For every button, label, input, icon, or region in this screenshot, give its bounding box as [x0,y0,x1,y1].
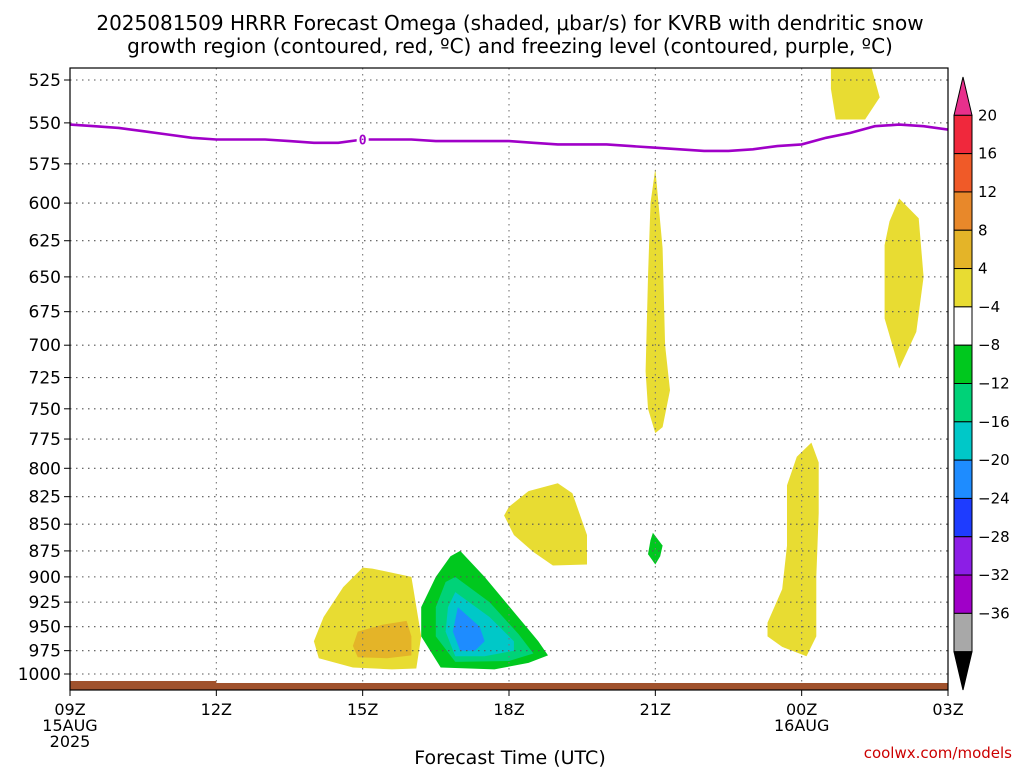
y-tick-label-550: 550 [29,114,61,134]
x-tick-label-12-0: 12Z [201,700,232,719]
colorbar-label-6: −8 [978,336,1000,354]
freezing-level-contour [69,123,949,153]
omega-region-pos4-0 [830,68,880,120]
y-tick-label-800: 800 [29,459,61,479]
colorbar-bin-14 [953,612,973,653]
x-tick-label-9-2: 2025 [50,732,91,751]
y-tick-label-525: 525 [29,71,61,91]
grid [70,68,948,690]
colorbar-label-1: 16 [978,145,997,163]
omega-region-pos8-6 [352,620,412,659]
x-tick-label-18-0: 18Z [493,700,524,719]
y-tick-label-675: 675 [29,303,61,323]
colorbar-bin-15 [953,651,973,691]
y-tick-label-625: 625 [29,232,61,252]
x-tick-label-21-0: 21Z [640,700,671,719]
colorbar-bin-10 [953,459,973,499]
colorbar-label-5: −4 [978,298,1000,316]
x-tick-label-9-1: 15AUG [42,716,97,735]
freezing-level-label-bg [356,131,369,148]
colorbar-label-12: −32 [978,566,1010,584]
colorbar-bin-2 [953,153,973,193]
omega-region-pos4-1 [884,198,924,369]
y-tick-label-975: 975 [29,642,61,662]
omega-region-neg16-11 [452,607,485,651]
y-tick-label-750: 750 [29,400,61,420]
y-tick-label-775: 775 [29,430,61,450]
colorbar-label-2: 12 [978,183,997,201]
colorbar-label-3: 8 [978,221,988,239]
colorbar-label-8: −16 [978,413,1010,431]
x-tick-label-9-0: 09Z [54,700,85,719]
colorbar-bin-12 [953,536,973,576]
colorbar-bin-6 [953,306,973,346]
colorbar-label-9: −20 [978,451,1010,469]
site-credit: coolwx.com/models [864,744,1012,762]
y-tick-label-600: 600 [29,194,61,214]
chart-title-line1: 2025081509 HRRR Forecast Omega (shaded, … [96,11,923,35]
colorbar-bin-7 [953,344,973,384]
plot-area: 0 525 550 575 600 625 650 675 700 725 750 775 800 825… [18,67,964,751]
x-tick-label-24-0: 00Z [786,700,817,719]
y-tick-label-1000: 1000 [18,665,61,685]
y-tick-label-725: 725 [29,369,61,389]
colorbar-label-11: −28 [978,528,1010,546]
omega-region-pos4-3 [767,442,819,657]
y-tick-label-925: 925 [29,593,61,613]
surface-band-bump [70,680,217,684]
colorbar-label-0: 20 [978,106,997,124]
x-tick-label-27-0: 03Z [932,700,963,719]
y-tick-label-875: 875 [29,542,61,562]
colorbar: 20 16 12 8 4 −4 −8 −12 −16 −20 −24 −28 −32 −36 [953,76,1010,691]
y-tick-label-825: 825 [29,488,61,508]
colorbar-bin-11 [953,497,973,538]
colorbar-label-4: 4 [978,260,988,278]
y-tick-label-575: 575 [29,155,61,175]
x-tick-label-15-0: 15Z [347,700,378,719]
colorbar-bin-3 [953,191,973,231]
colorbar-bin-13 [953,574,973,614]
y-tick-label-700: 700 [29,336,61,356]
omega-shading [313,68,924,670]
colorbar-bin-1 [953,114,973,155]
colorbar-label-7: −12 [978,375,1010,393]
omega-region-pos4-4 [504,483,587,566]
y-tick-label-900: 900 [29,568,61,588]
omega-region-pos4-2 [645,168,670,434]
colorbar-bin-4 [953,229,973,270]
surface-band [70,682,948,690]
colorbar-bin-8 [953,383,973,423]
colorbar-label-10: −24 [978,489,1010,507]
colorbar-bin-5 [953,268,973,308]
colorbar-label-13: −36 [978,604,1010,622]
y-tick-label-650: 650 [29,268,61,288]
colorbar-bin-0 [953,76,973,116]
chart-title-line2: growth region (contoured, red, ºC) and f… [127,34,893,58]
y-tick-label-950: 950 [29,618,61,638]
x-tick-label-24-1: 16AUG [774,716,829,735]
colorbar-bin-9 [953,421,973,461]
y-tick-label-850: 850 [29,515,61,535]
freezing-level-label: 0 [359,133,367,148]
x-axis-label: Forecast Time (UTC) [414,747,605,768]
